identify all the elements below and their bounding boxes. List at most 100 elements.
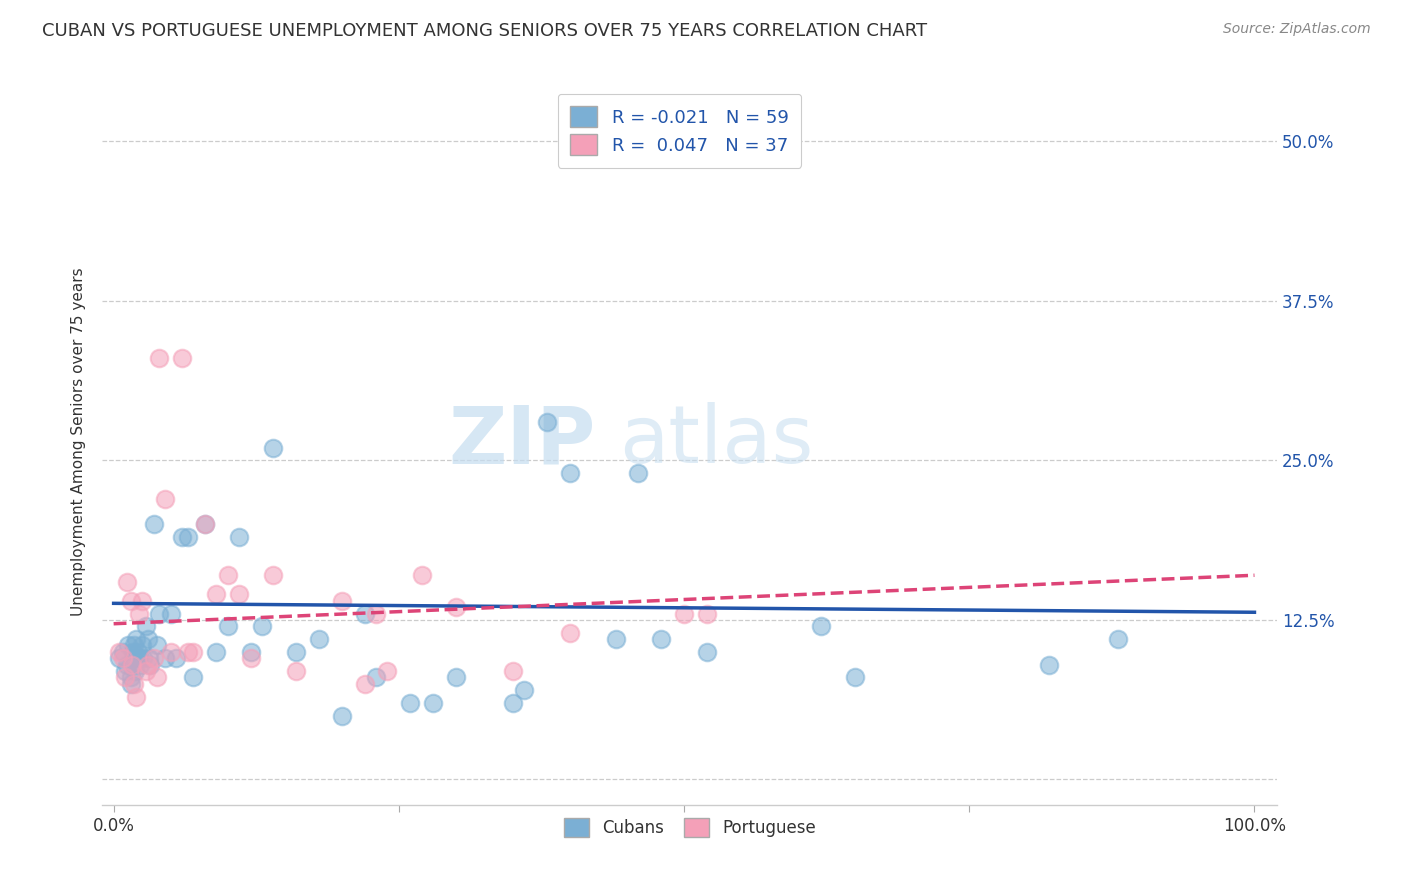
- Point: [114, 670, 136, 684]
- Point: [285, 645, 308, 659]
- Point: [117, 657, 139, 672]
- Point: [330, 708, 353, 723]
- Point: [122, 677, 145, 691]
- Point: [124, 664, 146, 678]
- Point: [122, 651, 145, 665]
- Point: [135, 619, 157, 633]
- Point: [194, 517, 217, 532]
- Point: [353, 607, 375, 621]
- Text: CUBAN VS PORTUGUESE UNEMPLOYMENT AMONG SENIORS OVER 75 YEARS CORRELATION CHART: CUBAN VS PORTUGUESE UNEMPLOYMENT AMONG S…: [42, 22, 928, 40]
- Point: [205, 587, 228, 601]
- Point: [536, 415, 558, 429]
- Point: [844, 670, 866, 684]
- Point: [128, 657, 150, 672]
- Point: [177, 530, 200, 544]
- Point: [228, 530, 250, 544]
- Point: [250, 619, 273, 633]
- Point: [159, 645, 181, 659]
- Point: [194, 517, 217, 532]
- Point: [262, 568, 284, 582]
- Point: [131, 639, 153, 653]
- Point: [422, 696, 444, 710]
- Point: [138, 651, 160, 665]
- Point: [122, 639, 145, 653]
- Point: [108, 651, 131, 665]
- Point: [696, 607, 718, 621]
- Point: [377, 664, 399, 678]
- Point: [132, 651, 155, 665]
- Point: [170, 530, 193, 544]
- Point: [285, 664, 308, 678]
- Point: [120, 677, 142, 691]
- Point: [108, 645, 131, 659]
- Point: [125, 632, 148, 646]
- Point: [159, 607, 181, 621]
- Point: [558, 466, 581, 480]
- Point: [148, 607, 170, 621]
- Point: [696, 645, 718, 659]
- Point: [217, 619, 239, 633]
- Point: [153, 491, 176, 506]
- Point: [117, 639, 139, 653]
- Point: [128, 607, 150, 621]
- Point: [228, 587, 250, 601]
- Point: [117, 574, 139, 589]
- Text: atlas: atlas: [619, 402, 814, 480]
- Point: [135, 664, 157, 678]
- Point: [627, 466, 650, 480]
- Point: [502, 664, 524, 678]
- Point: [142, 651, 165, 665]
- Point: [128, 651, 150, 665]
- Point: [183, 645, 205, 659]
- Point: [121, 657, 143, 672]
- Point: [136, 657, 159, 672]
- Point: [136, 632, 159, 646]
- Legend: Cubans, Portuguese: Cubans, Portuguese: [557, 812, 823, 844]
- Point: [364, 607, 387, 621]
- Point: [513, 683, 536, 698]
- Point: [183, 670, 205, 684]
- Point: [330, 594, 353, 608]
- Point: [239, 645, 262, 659]
- Point: [262, 441, 284, 455]
- Point: [146, 670, 169, 684]
- Point: [558, 625, 581, 640]
- Point: [673, 134, 696, 148]
- Point: [502, 696, 524, 710]
- Point: [125, 690, 148, 704]
- Point: [139, 657, 162, 672]
- Point: [353, 677, 375, 691]
- Point: [399, 696, 422, 710]
- Point: [444, 670, 467, 684]
- Point: [650, 632, 672, 646]
- Point: [444, 600, 467, 615]
- Point: [810, 619, 832, 633]
- Point: [131, 594, 153, 608]
- Text: Source: ZipAtlas.com: Source: ZipAtlas.com: [1223, 22, 1371, 37]
- Point: [239, 651, 262, 665]
- Y-axis label: Unemployment Among Seniors over 75 years: Unemployment Among Seniors over 75 years: [72, 267, 86, 615]
- Point: [1038, 657, 1060, 672]
- Point: [153, 651, 176, 665]
- Point: [142, 517, 165, 532]
- Point: [114, 664, 136, 678]
- Point: [165, 651, 187, 665]
- Point: [148, 351, 170, 366]
- Point: [605, 632, 627, 646]
- Point: [111, 651, 134, 665]
- Point: [111, 645, 134, 659]
- Point: [121, 657, 143, 672]
- Point: [127, 645, 149, 659]
- Point: [146, 639, 169, 653]
- Point: [177, 645, 200, 659]
- Point: [122, 645, 145, 659]
- Point: [308, 632, 330, 646]
- Point: [120, 670, 142, 684]
- Point: [673, 607, 696, 621]
- Text: ZIP: ZIP: [449, 402, 596, 480]
- Point: [120, 594, 142, 608]
- Point: [411, 568, 433, 582]
- Point: [205, 645, 228, 659]
- Point: [170, 351, 193, 366]
- Point: [217, 568, 239, 582]
